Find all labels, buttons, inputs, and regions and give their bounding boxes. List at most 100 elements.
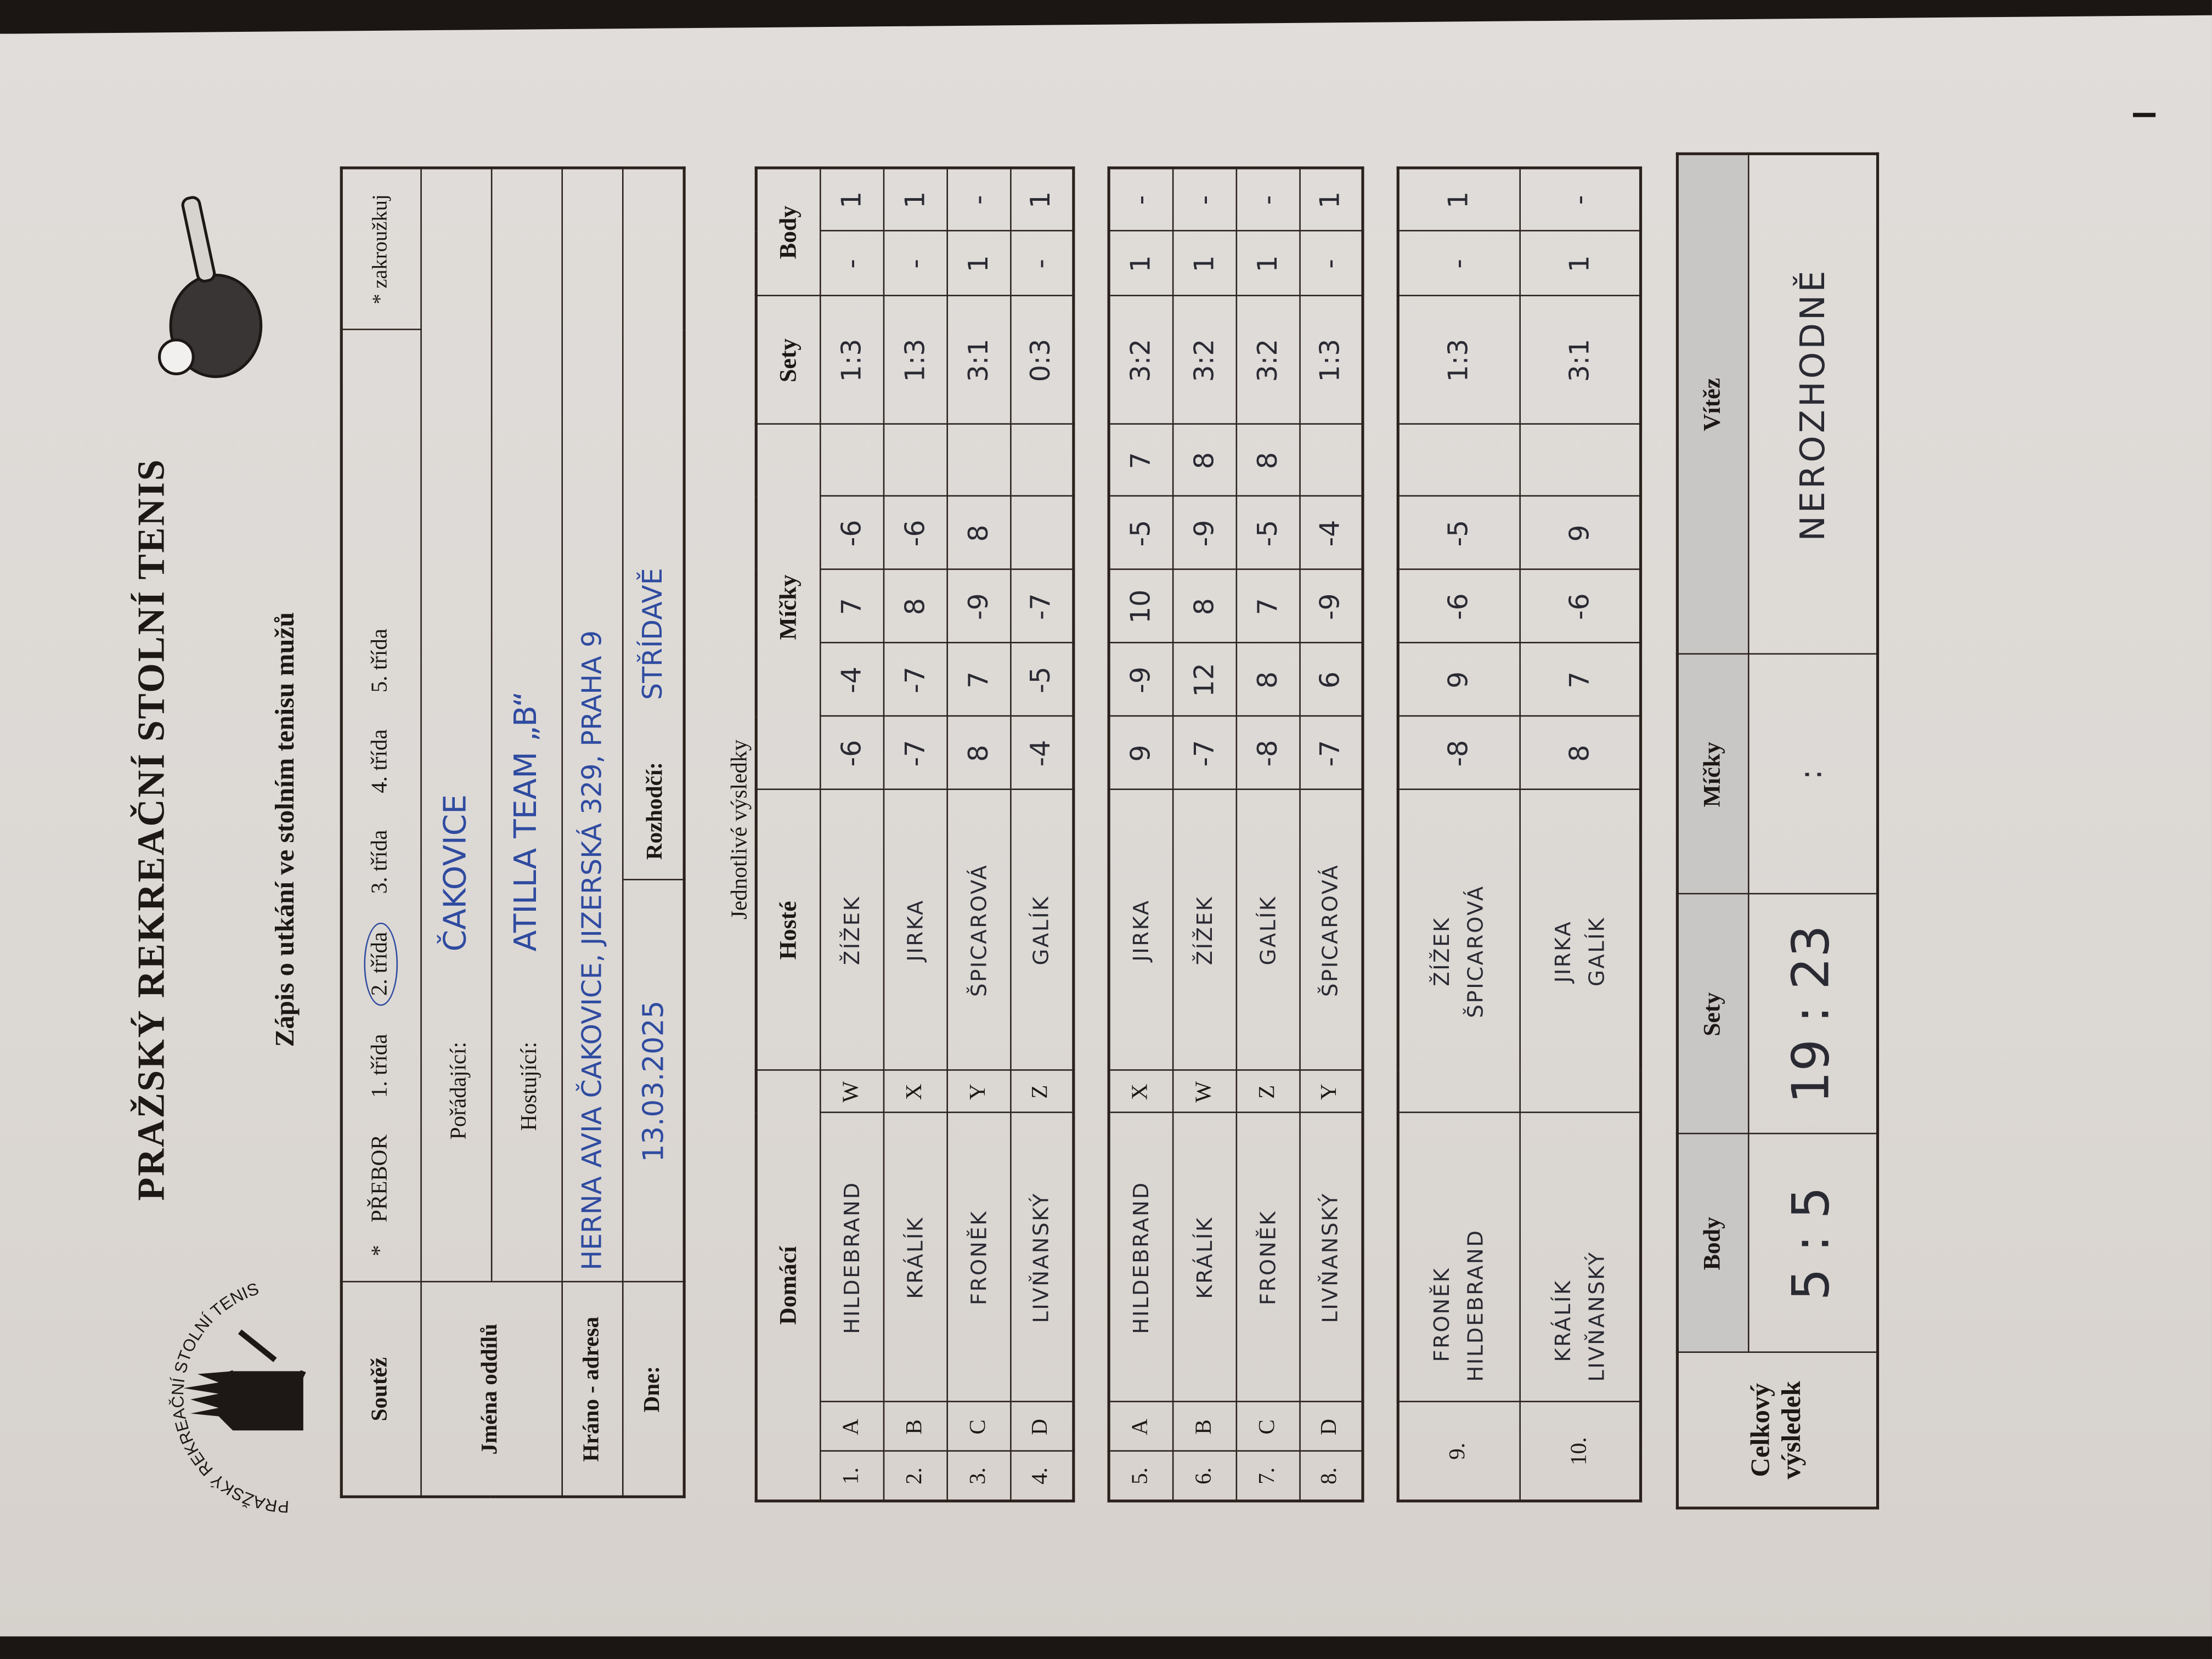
- sets-score: 1:3: [819, 296, 883, 425]
- set-ball-score: 8: [883, 569, 947, 644]
- home-player: KRÁLÍK: [1550, 1279, 1576, 1362]
- home-letter: B: [883, 1402, 947, 1452]
- hrano-label: Hráno - adresa: [561, 1282, 622, 1497]
- doubles-row: 9. FRONĚK HILDEBRAND ŽÍŽEK ŠPICAROVÁ -8 9 -6 -5 1…: [1398, 167, 1520, 1501]
- total-result-table: Celkový výsledek Body Sety Míčky Vítěz 5…: [1675, 152, 1880, 1510]
- background-edge-bottom: [0, 1636, 2212, 1659]
- set-ball-score: -7: [1172, 716, 1236, 790]
- doubles-row: 10. KRÁLÍK LIVŇANSKÝ JIRKA GALÍK 8 7 -6 9 3:1 1-: [1519, 167, 1641, 1501]
- class-option[interactable]: 5. třída: [368, 628, 393, 693]
- match-number: 3.: [946, 1451, 1011, 1501]
- poradajici-value: ČAKOVICE: [438, 794, 473, 952]
- sets-score: 3:1: [1519, 296, 1641, 425]
- set-ball-score: -4: [1299, 496, 1363, 570]
- set-ball-score: 7: [1109, 424, 1172, 497]
- club-logo-icon: PRAŽSKÝ REKREAČNÍ STOLNÍ TENIS: [168, 1279, 306, 1516]
- sets-score: 0:3: [1010, 296, 1074, 425]
- results-header-row: Domácí Hosté Míčky Sety Body: [756, 167, 820, 1501]
- home-letter: A: [1109, 1402, 1172, 1452]
- dne-label: Dne:: [622, 1282, 685, 1497]
- away-player: ŽÍŽEK: [819, 789, 883, 1071]
- match-row: 3. C FRONĚK Y ŠPICAROVÁ 8 7 -9 8 3:1 1-: [946, 167, 1011, 1501]
- set-ball-score: -5: [1235, 496, 1300, 570]
- set-ball-score: 8: [1172, 569, 1236, 644]
- away-point: -: [1235, 167, 1300, 232]
- set-ball-score: -6: [819, 716, 883, 790]
- home-letter: A: [819, 1402, 883, 1452]
- set-ball-score: -5: [1398, 496, 1520, 570]
- sets-score: 1:3: [1299, 296, 1363, 425]
- table-tennis-paddle-icon: [157, 196, 263, 379]
- match-number: 1.: [819, 1451, 883, 1501]
- set-ball-score: 10: [1109, 569, 1172, 644]
- match-number: 8.: [1299, 1451, 1363, 1501]
- set-ball-score: 7: [946, 643, 1011, 717]
- class-option[interactable]: 4. třída: [368, 729, 393, 793]
- away-pair: ŽÍŽEK ŠPICAROVÁ: [1398, 789, 1520, 1113]
- rozhodci-label: Rozhodčí:: [642, 761, 667, 860]
- away-letter: Z: [1235, 1070, 1300, 1113]
- home-player: HILDEBRAND: [1109, 1113, 1172, 1402]
- set-ball-score: -9: [1172, 496, 1236, 570]
- class-option[interactable]: 3. třída: [368, 830, 393, 894]
- away-pair: JIRKA GALÍK: [1519, 789, 1641, 1113]
- match-row: 5. A HILDEBRAND X JIRKA 9 -9 10 -5 7 3:2 1-: [1109, 167, 1172, 1501]
- match-row: 2. B KRÁLÍK X JIRKA -7 -7 8 -6 1:3-1: [883, 167, 947, 1501]
- away-player: GALÍK: [1584, 916, 1610, 987]
- away-player: ŠPICAROVÁ: [946, 789, 1011, 1071]
- match-number: 7.: [1235, 1451, 1300, 1501]
- away-player: JIRKA: [1109, 789, 1172, 1071]
- home-letter: C: [946, 1402, 1011, 1452]
- away-point: 1: [819, 167, 883, 232]
- winner-header: Vítěz: [1677, 154, 1748, 655]
- sets-score: 1:3: [883, 296, 947, 425]
- page-subtitle: Zápis o utkání ve stolním tenisu mužů: [270, 612, 301, 1047]
- away-letter: X: [883, 1070, 947, 1113]
- away-point: 1: [1398, 167, 1520, 232]
- home-player: LIVŇANSKÝ: [1010, 1113, 1074, 1402]
- class-option[interactable]: 1. třída: [368, 1034, 393, 1098]
- hrano-value: HERNA AVIA ČAKOVICE, JIZERSKÁ 329, PRAHA…: [561, 167, 622, 1283]
- away-point: -: [1172, 167, 1236, 232]
- total-label-line1: Celkový: [1746, 1383, 1776, 1477]
- set-ball-score: 9: [1398, 643, 1520, 717]
- home-point: -: [1010, 231, 1074, 296]
- balls-header: Míčky: [756, 424, 820, 790]
- match-info-table: Soutěž * PŘEBOR 1. třída 2. třída 3. třída 4…: [340, 166, 686, 1498]
- set-ball-score: 8: [946, 716, 1011, 790]
- home-pair: FRONĚK HILDEBRAND: [1398, 1113, 1520, 1402]
- sets-score: 3:2: [1172, 296, 1236, 425]
- match-row: 1. A HILDEBRAND W ŽÍŽEK -6 -4 7 -6 1:3-1: [819, 167, 883, 1501]
- home-player: KRÁLÍK: [1172, 1113, 1236, 1402]
- asterisk: *: [368, 1245, 393, 1256]
- total-sets-value: 19 : 23: [1747, 894, 1878, 1135]
- sets-header: Sety: [756, 296, 820, 425]
- match-row: 7. C FRONĚK Z GALÍK -8 8 7 -5 8 3:2 1-: [1235, 167, 1300, 1501]
- singles-table-1: Domácí Hosté Míčky Sety Body 1. A HILDEBRAND W ŽÍ…: [754, 166, 1075, 1503]
- match-number: 10.: [1519, 1402, 1641, 1501]
- class-option[interactable]: PŘEBOR: [368, 1135, 393, 1223]
- points-header: Body: [756, 167, 820, 296]
- away-point: -: [946, 167, 1011, 232]
- set-ball-score: -6: [1519, 569, 1641, 644]
- home-player: KRÁLÍK: [883, 1113, 947, 1402]
- set-ball-score: -7: [1010, 569, 1074, 644]
- home-header: Domácí: [756, 1070, 820, 1501]
- home-point: 1: [1235, 231, 1300, 296]
- home-player: LIVŇANSKÝ: [1299, 1113, 1363, 1402]
- away-point: -: [1109, 167, 1172, 232]
- sets-score: 3:2: [1109, 296, 1172, 425]
- set-ball-score: 8: [1235, 424, 1300, 497]
- set-ball-score: [1398, 424, 1520, 497]
- dne-value: 13.03.2025: [622, 880, 685, 1283]
- sets-score: 3:2: [1235, 296, 1300, 425]
- set-ball-score: -7: [1299, 716, 1363, 790]
- set-ball-score: 8: [1519, 716, 1641, 790]
- away-letter: W: [819, 1070, 883, 1113]
- match-number: 9.: [1398, 1402, 1520, 1501]
- class-option-selected[interactable]: 2. třída: [364, 922, 398, 1006]
- away-point: 1: [883, 167, 947, 232]
- set-ball-score: [883, 424, 947, 497]
- home-point: 1: [1519, 231, 1641, 296]
